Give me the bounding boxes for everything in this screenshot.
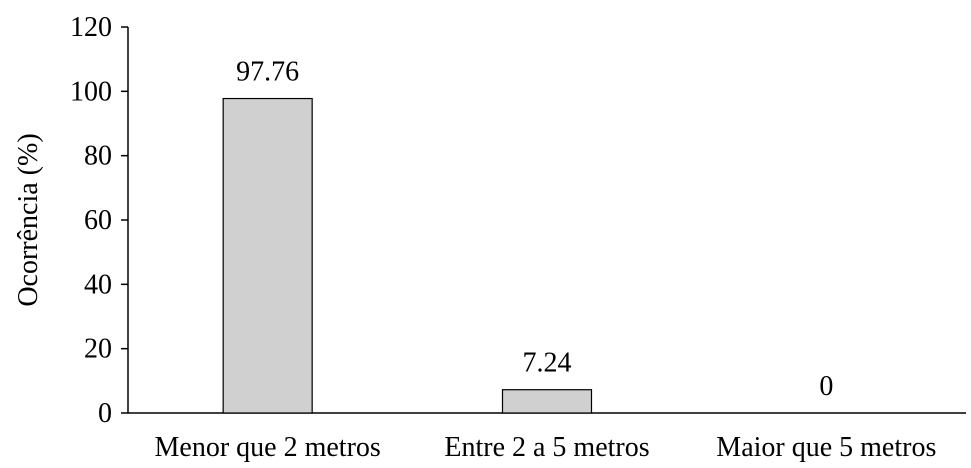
y-tick-label: 120 bbox=[70, 12, 112, 43]
y-tick-label: 40 bbox=[84, 269, 112, 300]
x-category-label: Maior que 5 metros bbox=[716, 432, 936, 463]
data-labels: 97.76 7.24 0 bbox=[236, 57, 833, 402]
bar-value-label: 7.24 bbox=[523, 348, 572, 379]
bar-value-label: 0 bbox=[819, 371, 833, 402]
bars bbox=[222, 97, 593, 414]
x-category-label: Menor que 2 metros bbox=[155, 432, 381, 463]
y-axis: 0 20 40 60 80 100 120 bbox=[70, 12, 129, 429]
y-tick-label: 100 bbox=[70, 76, 112, 107]
x-axis: Menor que 2 metros Entre 2 a 5 metros Maio… bbox=[128, 412, 966, 463]
x-category-label: Entre 2 a 5 metros bbox=[444, 432, 649, 463]
bar bbox=[222, 97, 313, 414]
y-tick-label: 80 bbox=[84, 141, 112, 172]
y-axis-title: Ocorrência (%) bbox=[13, 133, 44, 306]
y-tick-label: 60 bbox=[84, 205, 112, 236]
y-tick-label: 20 bbox=[84, 334, 112, 365]
bar bbox=[501, 389, 593, 414]
y-tick-label: 0 bbox=[98, 398, 112, 429]
bar-value-label: 97.76 bbox=[236, 57, 299, 88]
